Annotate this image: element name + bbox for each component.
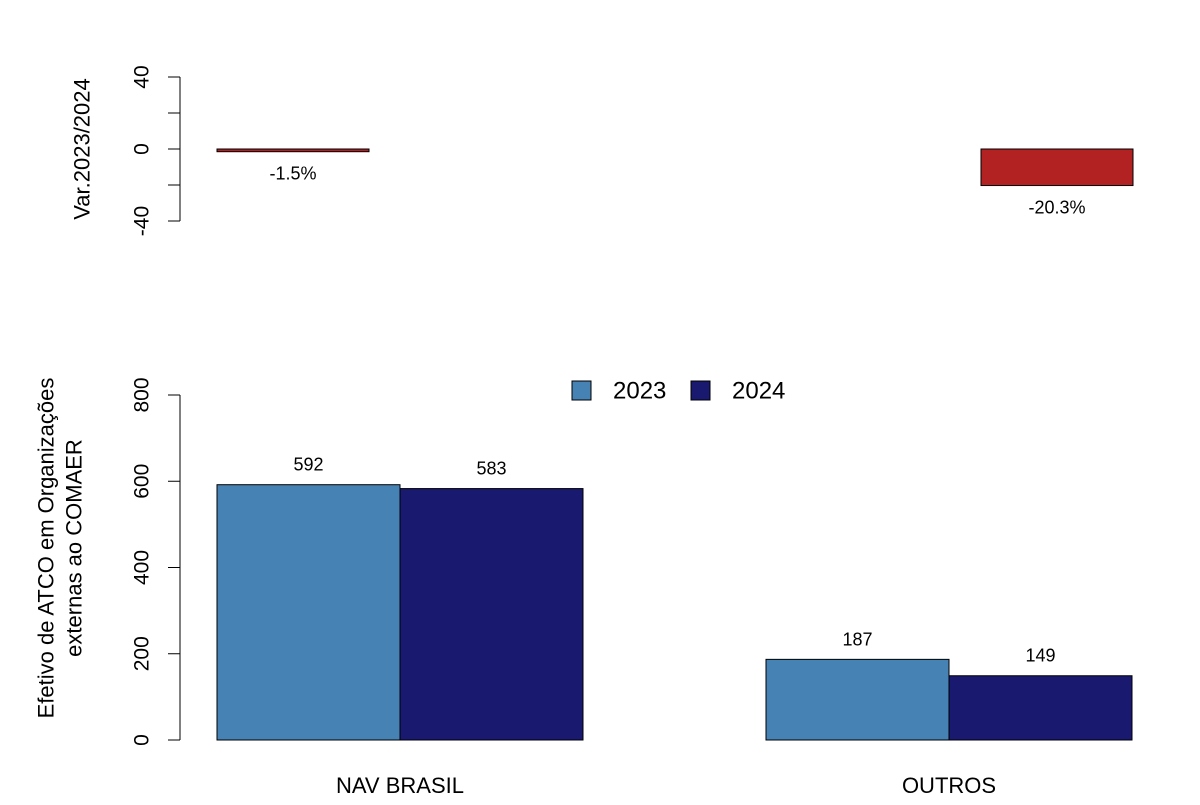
bottom-y-tick-label: 600 [131,464,154,499]
bottom-y-axis-title: Efetivo de ATCO em Organizações [34,378,59,719]
legend-label-2024: 2024 [732,378,785,405]
x-category-label: OUTROS [902,773,996,798]
bar-value-label: 149 [1025,646,1055,666]
bar-2024 [399,488,584,741]
legend-label-2023: 2023 [613,378,666,405]
bottom-y-tick-label: 400 [131,550,154,585]
bar-value-label: 187 [842,629,872,649]
bottom-y-axis-title: externas ao COMAER [62,439,87,657]
top-y-tick-label: 0 [131,143,154,155]
x-category-label: NAV BRASIL [336,773,464,798]
bar-value-label: 592 [293,455,323,475]
top-variation-bar [980,148,1134,187]
bottom-y-tick-label: 0 [131,734,154,746]
top-variation-bar [216,148,370,153]
legend-swatch-2023 [571,380,592,401]
bar-2023 [216,484,401,741]
legend-swatch-2024 [690,380,711,401]
top-variation-label: -1.5% [269,164,316,184]
bar-value-label: 583 [476,459,506,479]
bottom-y-tick-label: 800 [131,377,154,412]
top-y-tick-label: -40 [131,206,154,236]
top-variation-label: -20.3% [1028,198,1085,218]
bottom-y-tick-label: 200 [131,636,154,671]
top-y-tick-label: 40 [131,65,154,88]
top-y-axis-title: Var.2023/2024 [70,78,95,220]
bar-2024 [948,675,1133,741]
bar-2023 [765,658,950,741]
